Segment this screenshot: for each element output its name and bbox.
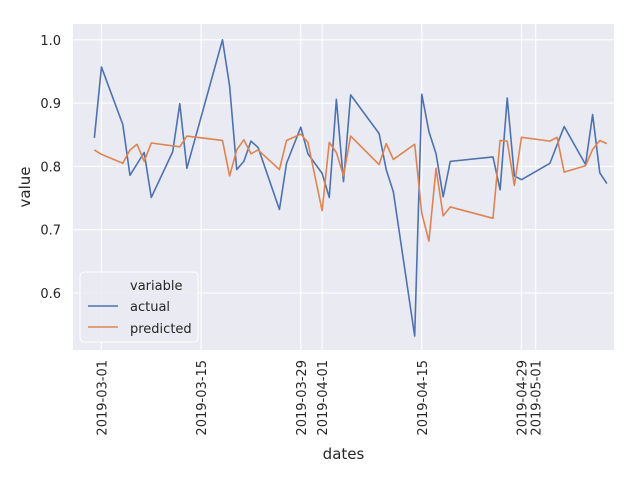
x-tick-label: 2019-03-01 [95, 360, 110, 436]
legend-label-predicted: predicted [130, 322, 192, 337]
x-axis-label: dates [323, 445, 365, 463]
x-tick-label: 2019-04-29 [515, 360, 530, 436]
x-tick-label: 2019-05-01 [530, 360, 545, 436]
y-tick-labels: 0.6 0.7 0.8 0.9 1.0 [40, 34, 61, 302]
x-tick-label: 2019-03-29 [295, 360, 310, 436]
y-tick-label: 0.8 [40, 160, 61, 175]
legend-label-actual: actual [130, 300, 170, 315]
legend-box [79, 271, 199, 343]
x-tick-label: 2019-04-15 [416, 360, 431, 436]
legend: variable actual predicted [79, 271, 199, 343]
x-tick-label: 2019-04-01 [316, 360, 331, 436]
y-tick-label: 0.9 [40, 97, 61, 112]
series-line-predicted [93, 133, 608, 242]
x-tick-labels: 2019-03-01 2019-03-15 2019-03-29 2019-04-01… [95, 360, 544, 436]
legend-title: variable [130, 279, 182, 294]
series-lines [93, 39, 608, 337]
y-tick-label: 1.0 [40, 34, 61, 49]
series-line-actual [93, 39, 608, 337]
grid-lines [73, 24, 614, 350]
y-tick-label: 0.7 [40, 224, 61, 239]
x-tick-label: 2019-03-15 [195, 360, 210, 436]
y-tick-label: 0.6 [40, 287, 61, 302]
y-axis-label: value [16, 167, 34, 208]
